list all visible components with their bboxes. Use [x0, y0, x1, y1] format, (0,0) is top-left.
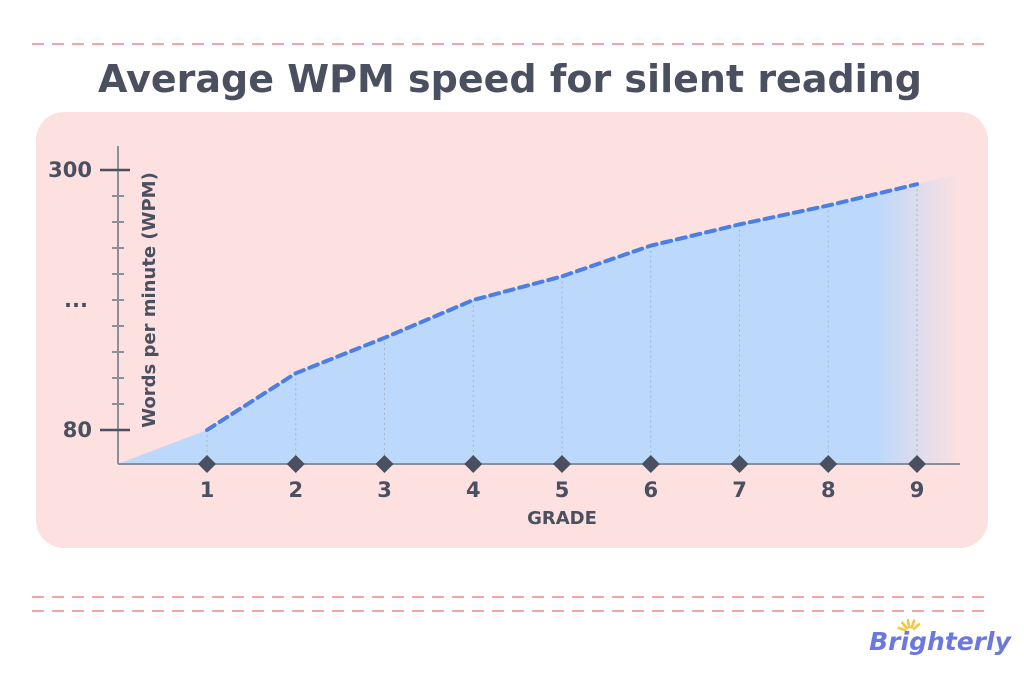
x-tick-label: 9 [910, 478, 925, 502]
x-marker [375, 455, 394, 473]
x-marker [553, 455, 571, 473]
x-tick-label: 1 [200, 478, 215, 502]
y-tick-label: ... [64, 288, 88, 312]
plot-area: 300... 80 1 2 3 4 5 6 7 8 9 [48, 146, 960, 502]
x-marker [730, 455, 749, 473]
x-tick-label: 3 [377, 478, 392, 502]
bottom-dashed-divider [32, 596, 990, 612]
x-marker [641, 455, 660, 473]
x-tick-label: 2 [288, 478, 303, 502]
x-marker [286, 455, 305, 473]
chart-title: Average WPM speed for silent reading [98, 57, 922, 101]
y-tick-label: 300 [48, 158, 92, 182]
x-tick-label: 8 [821, 478, 836, 502]
y-tick-label: 80 [63, 418, 92, 442]
x-tick-label: 7 [732, 478, 747, 502]
x-marker [464, 455, 483, 473]
x-tick-label: 4 [466, 478, 481, 502]
series-line [205, 182, 919, 432]
logo-text: Brighterly [869, 627, 1012, 656]
brighterly-logo: Brighterly [869, 618, 1013, 656]
sun-icon [897, 618, 921, 632]
series-area [118, 174, 960, 464]
y-axis-label: Words per minute (WPM) [139, 172, 160, 428]
x-marker [819, 455, 838, 473]
x-marker [908, 455, 926, 473]
x-tick-label: 5 [555, 478, 570, 502]
x-marker [198, 455, 216, 473]
x-axis-label: GRADE [527, 508, 597, 529]
x-tick-label: 6 [643, 478, 658, 502]
